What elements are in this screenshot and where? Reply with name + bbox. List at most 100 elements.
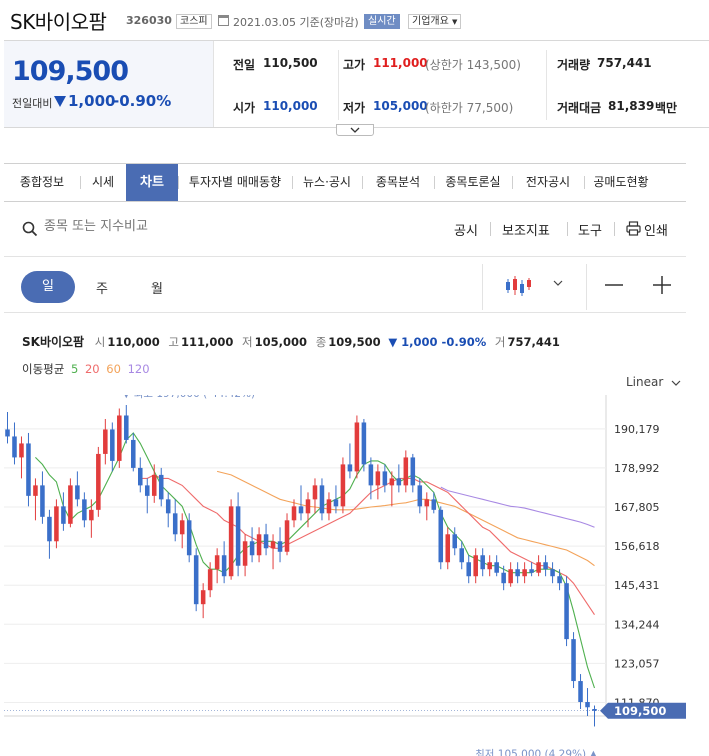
tab-1[interactable]: 시세	[91, 175, 115, 189]
indicators-button[interactable]: 보조지표	[502, 224, 550, 239]
realtime-button[interactable]: 실시간	[364, 14, 400, 29]
candle-body	[200, 590, 206, 605]
candle-body	[298, 506, 304, 514]
divider	[4, 312, 686, 313]
printer-icon[interactable]	[626, 221, 641, 236]
candle	[361, 418, 367, 472]
candle-body	[326, 499, 332, 514]
candle	[214, 548, 220, 584]
period-month-button[interactable]: 월	[151, 282, 163, 297]
candle	[501, 565, 506, 591]
drawing-tools-button[interactable]: 도구	[578, 224, 602, 239]
candle-body	[354, 422, 360, 472]
amount-label: 거래대금	[557, 101, 602, 115]
y-tick-label: 134,244	[614, 618, 660, 631]
candle	[40, 471, 45, 524]
upper-limit: (상한가 143,500)	[425, 58, 521, 72]
prev-close-value: 110,500	[263, 56, 318, 70]
candle-body	[375, 471, 381, 486]
candle-body	[12, 436, 17, 458]
divider	[490, 222, 491, 236]
candle	[487, 555, 492, 577]
candle-body	[96, 453, 101, 510]
low-label: 저가	[343, 101, 366, 115]
moving-average-legend[interactable]: 이동평균 5 20 60 120	[22, 361, 150, 377]
company-overview-dropdown[interactable]: 기업개요 ▼	[408, 14, 462, 29]
prev-close-label: 전일	[233, 58, 256, 72]
amount-unit: 백만	[655, 101, 678, 115]
disclosure-button[interactable]: 공시	[454, 224, 478, 239]
search-icon[interactable]	[22, 221, 38, 237]
summary-volume: 757,441	[507, 335, 560, 349]
candle	[110, 422, 115, 472]
candle-body	[466, 562, 471, 577]
candle-body	[124, 415, 129, 440]
tab-4[interactable]: 뉴스·공시	[303, 175, 351, 189]
tab-2[interactable]: 차트	[126, 164, 178, 201]
candlestick-type-icon[interactable]	[505, 275, 531, 297]
candle-body	[263, 534, 269, 549]
candle-body	[40, 485, 45, 517]
price-chart[interactable]: 190,179 178,992 167,805 156,618 145,431 134,2…	[0, 395, 709, 756]
tab-8[interactable]: 공매도현황	[593, 175, 649, 189]
candle	[438, 506, 444, 570]
divider	[586, 264, 587, 310]
tab-divider	[362, 176, 363, 189]
candle-body	[424, 499, 430, 507]
candle	[340, 457, 346, 514]
chevron-down-icon[interactable]	[553, 280, 563, 286]
candle-body	[550, 569, 555, 577]
tab-5[interactable]: 종목분석	[375, 175, 421, 189]
min-price-marker: 최저 105,000 (4.29%) ▲	[475, 748, 598, 756]
candle-body	[515, 569, 520, 577]
candle	[515, 562, 520, 584]
candle-body	[277, 541, 283, 552]
candle	[26, 432, 31, 507]
high-value: 111,000	[373, 56, 428, 70]
tab-divider	[434, 176, 435, 189]
tab-3[interactable]: 투자자별 매매동향	[188, 175, 282, 189]
compare-search-input[interactable]	[44, 219, 244, 234]
candle	[508, 562, 513, 587]
current-price: 109,500	[12, 56, 129, 87]
tab-0[interactable]: 종합정보	[19, 175, 65, 189]
candle-body	[312, 485, 318, 500]
stock-name[interactable]: SK바이오팜	[10, 10, 107, 34]
candle-body	[452, 534, 458, 549]
tab-6[interactable]: 종목토론실	[445, 175, 501, 189]
candle-body	[144, 485, 150, 496]
candle	[137, 457, 143, 493]
candle	[571, 632, 576, 689]
ma120-legend: 120	[127, 362, 150, 376]
candle	[494, 555, 499, 577]
candle	[333, 485, 339, 514]
divider	[567, 222, 568, 236]
zoom-out-icon[interactable]	[605, 284, 623, 286]
candle	[144, 478, 150, 514]
period-day-button[interactable]: 일	[21, 271, 75, 303]
expand-toggle-button[interactable]	[336, 124, 374, 136]
print-button[interactable]: 인쇄	[644, 224, 668, 239]
period-week-button[interactable]: 주	[96, 282, 108, 297]
tab-divider	[584, 176, 585, 189]
summary-close-key: 종	[315, 335, 327, 349]
candle	[382, 464, 388, 493]
market-badge: 코스피	[176, 14, 212, 29]
scale-dropdown[interactable]: Linear	[626, 375, 681, 389]
zoom-in-icon[interactable]	[653, 276, 671, 294]
stock-header: SK바이오팜 326030 코스피 2021.03.05 기준(장마감) 실시간…	[0, 0, 709, 40]
candle-body	[103, 429, 108, 454]
candle	[536, 555, 541, 577]
candle	[96, 446, 101, 517]
tab-7[interactable]: 전자공시	[525, 175, 571, 189]
candle	[19, 436, 24, 479]
ma-label: 이동평균	[22, 362, 65, 376]
candle	[151, 464, 157, 503]
candle	[445, 527, 451, 570]
candle-body	[47, 516, 52, 542]
candle	[403, 450, 409, 493]
change-percent: -0.90%	[113, 92, 172, 110]
candle-body	[417, 485, 423, 507]
summary-volume-key: 거	[494, 335, 506, 349]
ma120-line	[440, 486, 595, 528]
